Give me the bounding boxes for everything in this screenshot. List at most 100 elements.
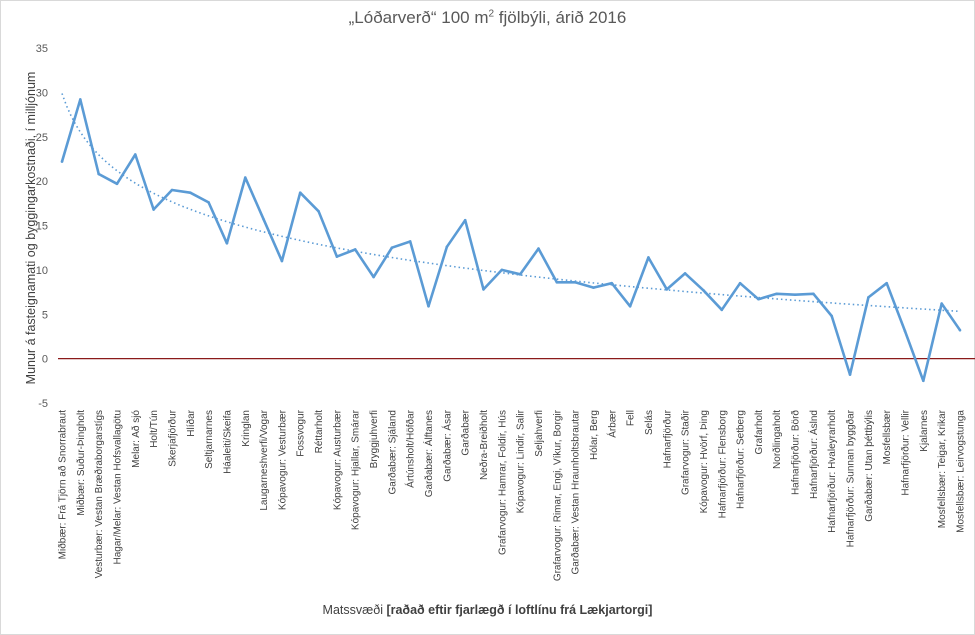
y-tick-label: 20	[36, 176, 48, 188]
y-tick-label: -5	[38, 398, 48, 410]
data-point	[372, 275, 375, 279]
x-tick-label: Mosfellsbær: Teigar, Krikar	[937, 409, 948, 528]
x-tick-label: Mosfellsbær: Leirvogstunga	[956, 410, 967, 533]
data-point	[812, 292, 815, 296]
x-tick-label: Kópavogur: Lindir, Salir	[516, 409, 527, 513]
data-point	[537, 247, 540, 250]
y-tick-label: 30	[36, 87, 48, 99]
x-tick-label: Grafarholt	[754, 410, 765, 455]
x-tick-label: Fell	[626, 410, 637, 426]
data-point	[335, 255, 339, 258]
data-point	[134, 153, 137, 156]
x-tick-label: Kópavogur: Hjallar, Smárar	[351, 409, 362, 530]
x-tick-label: Seltjarnarnes	[204, 410, 215, 469]
x-tick-label: Hafnarfjörður: Hvaleyrarholt	[826, 410, 838, 533]
data-point	[390, 246, 394, 249]
data-point	[408, 240, 412, 243]
x-tick-label: Garðabær: Sjáland	[386, 410, 398, 495]
x-tick-label: Árbær	[605, 409, 618, 437]
y-tick-label: 0	[42, 354, 48, 366]
x-tick-label: Hafnarfjörður: Setberg	[735, 410, 747, 509]
data-point	[793, 293, 797, 297]
x-tick-label: Hafnarfjörður: Sunnan byggðar	[845, 409, 857, 547]
x-tick-label: Selás	[644, 410, 655, 435]
data-point	[573, 281, 577, 284]
data-point	[885, 281, 888, 285]
x-tick-label: Miðbær: Suður-Þingholt	[75, 410, 87, 516]
x-tick-label: Laugarneshverfi/Vogar	[259, 409, 270, 510]
data-point	[757, 297, 760, 301]
x-tick-label: Garðabær	[460, 409, 472, 455]
data-point	[262, 217, 265, 221]
x-tick-label: Hlíðar	[185, 409, 197, 436]
data-point	[903, 329, 907, 333]
x-tick-label: Kópavogur: Vesturbær	[277, 409, 288, 510]
x-tick-label: Grafarvogur: Hamrar, Foldir, Hús	[497, 410, 508, 555]
data-point	[830, 314, 834, 318]
x-tick-label: Vesturbær: Vestan Bræðraborgarstígs	[93, 410, 105, 578]
series-line	[60, 98, 962, 383]
x-tick-label: Garðabær: Álftanes	[422, 410, 435, 497]
x-tick-label: Hagar/Melar: Vestan Hofsvallagötu	[112, 410, 123, 565]
x-tick-label: Ártúnsholt/Höfðar	[404, 409, 417, 487]
data-point	[940, 302, 943, 305]
data-point	[665, 288, 669, 291]
x-tick-label: Háaleiti/Skeifa	[222, 410, 233, 474]
data-point	[647, 256, 650, 259]
x-tick-label: Holt/Tún	[149, 410, 160, 448]
x-tick-label: Réttarholt	[314, 410, 325, 454]
trendline	[61, 93, 961, 313]
data-point	[592, 286, 595, 289]
x-tick-label: Hafnarfjörður: Flensborg	[716, 410, 728, 518]
x-tick-label: Neðra-Breiðholt	[478, 410, 490, 480]
data-point	[555, 281, 559, 284]
data-point	[867, 296, 870, 299]
y-tick-label: 10	[36, 265, 48, 277]
data-point	[958, 328, 962, 332]
data-point	[225, 241, 229, 245]
data-point	[463, 218, 467, 222]
data-point	[445, 245, 449, 249]
x-tick-labels: Miðbær: Frá Tjörn að Snorrabraut Miðbær: …	[57, 409, 967, 581]
data-point	[500, 268, 504, 272]
data-points	[60, 98, 962, 383]
data-point	[518, 273, 522, 276]
data-point	[922, 379, 925, 383]
data-point	[610, 281, 614, 285]
x-axis-label-bold: [raðað eftir fjarlægð í loftlínu frá Læk…	[386, 603, 653, 617]
data-point	[115, 182, 119, 186]
chart-title-main: „Lóðarverð“ 100 m	[348, 8, 489, 27]
data-point	[427, 304, 430, 308]
data-point	[243, 176, 247, 179]
x-tick-label: Kópavogur: Hvörf, Þing	[699, 410, 710, 513]
data-point	[683, 272, 687, 275]
x-axis-label-plain: Matssvæði	[322, 603, 387, 617]
x-tick-label: Hafnarfjörður: Áslnd	[807, 410, 820, 499]
data-point	[775, 292, 779, 296]
x-tick-label: Hafnarfjörður: Vellir	[900, 409, 912, 495]
chart-title: „Lóðarverð“ 100 m2 fjölbýli, árið 2016	[0, 8, 975, 28]
data-point	[298, 191, 302, 194]
x-tick-label: Garðabær: Vestan Hraunholtsbrautar	[570, 409, 582, 574]
x-tick-label: Mosfellsbær	[882, 409, 893, 464]
data-point	[97, 172, 100, 176]
x-tick-label: Kringlan	[241, 410, 252, 447]
x-tick-label: Skerjafjörður	[166, 409, 178, 466]
data-point	[170, 188, 174, 192]
data-point	[79, 98, 82, 101]
x-tick-label: Kjalarnes	[919, 410, 930, 452]
data-point	[720, 308, 724, 312]
x-tick-label: Seljahverfi	[534, 410, 545, 457]
data-point	[738, 281, 742, 285]
y-tick-label: 5	[42, 309, 48, 321]
data-point	[280, 259, 284, 263]
x-tick-label: Fossvogur	[296, 409, 307, 456]
x-tick-label: Grafarvogur: Staðir	[680, 409, 692, 495]
y-tick-label: 25	[36, 132, 48, 144]
x-tick-label: Kópavogur: Austurbær	[332, 409, 343, 510]
data-point	[848, 373, 852, 376]
data-point	[152, 208, 155, 211]
x-tick-label: Garðabær: Utan þéttbýlis	[863, 410, 875, 522]
data-point	[702, 288, 705, 292]
